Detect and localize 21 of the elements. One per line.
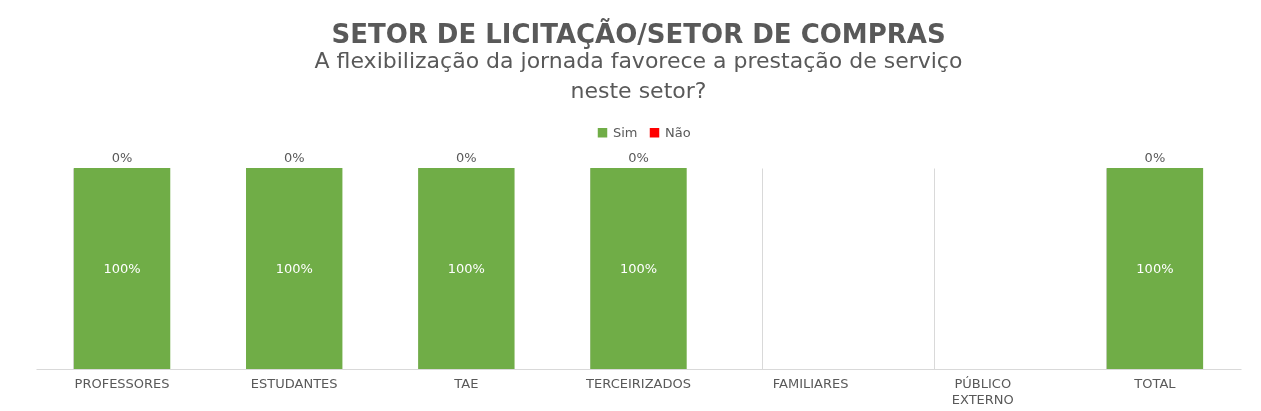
x-tick-label: PROFESSORES — [74, 375, 170, 391]
x-tick-label: TOTAL — [1133, 375, 1177, 391]
data-label: 0% — [111, 150, 133, 165]
chart-title: SETOR DE LICITAÇÃO/SETOR DE COMPRAS — [331, 18, 946, 49]
legend-label: Não — [665, 124, 691, 140]
data-label: 100% — [275, 260, 313, 276]
x-tick-label: PÚBLICO EXTERNO — [951, 375, 1014, 407]
x-tick-label: TERCEIRIZADOS — [585, 375, 691, 391]
data-label: 0% — [628, 150, 649, 165]
data-label: 0% — [456, 150, 477, 165]
legend-label: Sim — [613, 124, 638, 140]
x-tick-label: FAMILIARES — [772, 375, 849, 391]
x-tick-label: ESTUDANTES — [250, 375, 338, 391]
data-label: 100% — [103, 260, 141, 276]
data-label: 100% — [1136, 260, 1174, 276]
data-label: 0% — [283, 150, 305, 165]
data-label: 100% — [447, 260, 485, 276]
data-label: 0% — [1144, 150, 1166, 165]
chart-subtitle: A flexibilização da jornada favorece a prestação de serviço neste setor? — [314, 48, 963, 103]
data-label: 100% — [619, 260, 658, 276]
x-tick-label: TAE — [453, 375, 479, 391]
